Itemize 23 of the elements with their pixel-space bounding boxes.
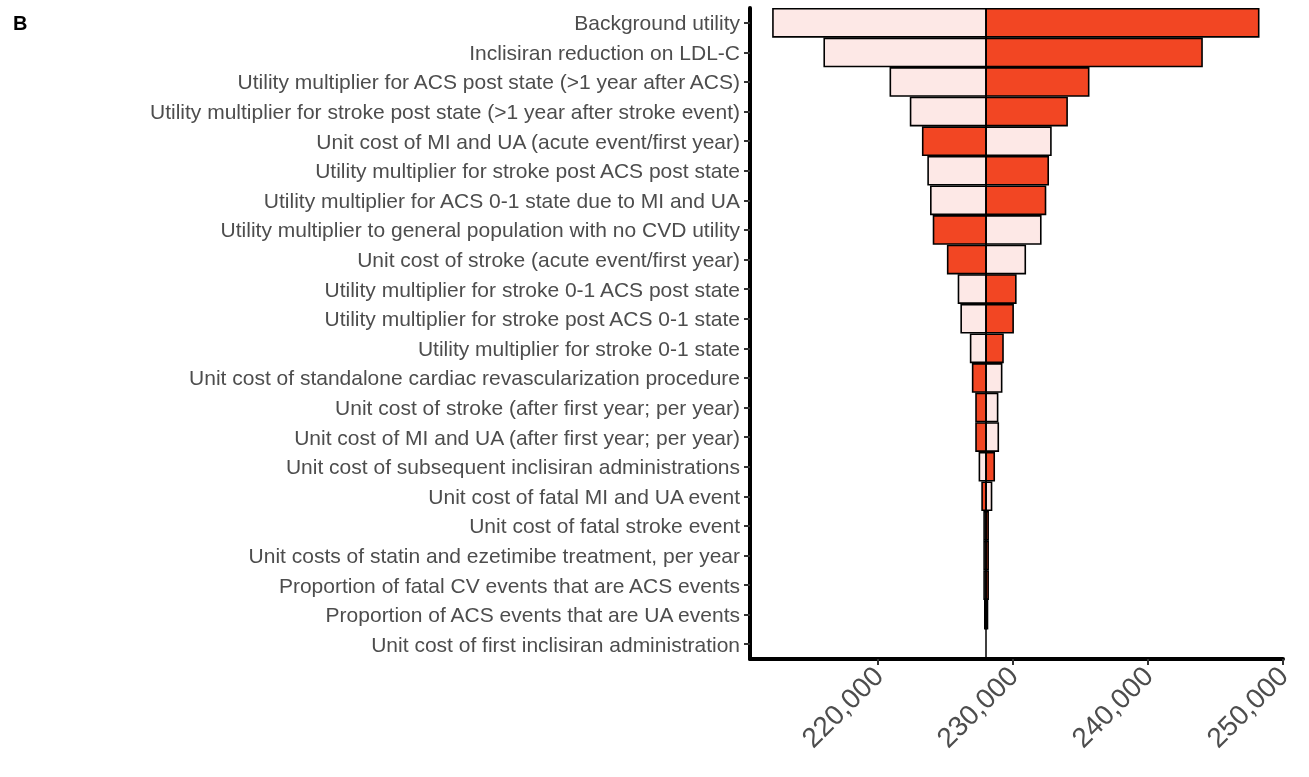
y-tick-label: Unit cost of MI and UA (after first year; per year) <box>294 425 740 449</box>
y-tick-label: Unit cost of stroke (after first year; per year) <box>335 395 740 419</box>
y-tick-label: Unit cost of first inclisiran administration <box>371 632 740 656</box>
y-tick-label: Utility multiplier for stroke 0-1 ACS post state <box>324 277 740 301</box>
y-tick-label: Unit costs of statin and ezetimibe treatment, per year <box>248 543 740 567</box>
y-tick-label: Utility multiplier for stroke post state (>1 year after stroke event) <box>150 100 740 124</box>
y-tick-label: Utility multiplier for ACS 0-1 state due to MI and UA <box>263 188 740 212</box>
y-tick-label: Proportion of ACS events that are UA events <box>325 603 740 627</box>
y-tick-label: Utility multiplier for stroke 0-1 state <box>417 336 740 360</box>
y-tick-label: Unit cost of fatal MI and UA event <box>428 484 741 508</box>
y-tick-label: Utility multiplier for stroke post ACS 0-1 state <box>324 307 740 331</box>
y-tick-label: Utility multiplier for stroke post ACS post state <box>315 159 740 183</box>
y-tick-label: Unit cost of fatal stroke event <box>469 514 741 538</box>
y-tick-label: Inclisiran reduction on LDL-C <box>469 40 740 64</box>
text: B <box>13 12 28 34</box>
y-tick-label: Utility multiplier to general population with no CVD utility <box>220 218 741 242</box>
y-tick-label: Unit cost of MI and UA (acute event/first year) <box>316 129 740 153</box>
y-tick-label: Unit cost of stroke (acute event/first year) <box>357 248 740 272</box>
y-tick-label: Background utility <box>574 11 741 35</box>
y-tick-label: Unit cost of subsequent inclisiran administrations <box>285 455 740 479</box>
y-tick-label: Proportion of fatal CV events that are ACS events <box>278 573 740 597</box>
y-tick-label: Unit cost of standalone cardiac revascularization procedure <box>189 366 740 390</box>
y-tick-label: Utility multiplier for ACS post state (>1 year after ACS) <box>237 70 740 94</box>
